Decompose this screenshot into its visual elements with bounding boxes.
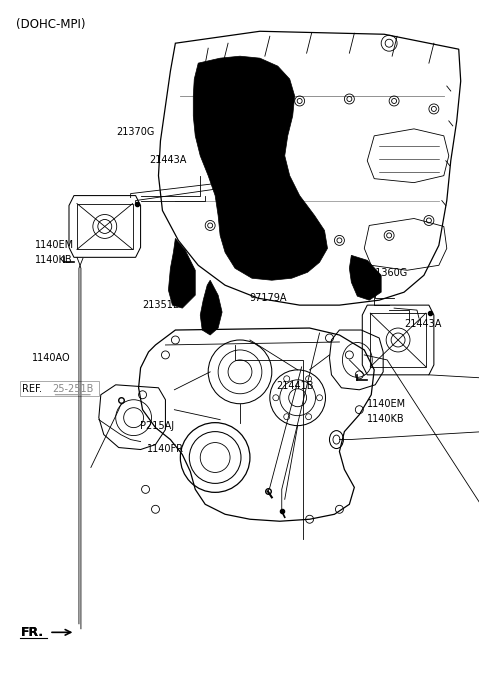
Text: 1140FR: 1140FR	[147, 444, 184, 454]
Polygon shape	[168, 239, 195, 308]
Text: 1140AO: 1140AO	[33, 353, 71, 363]
Bar	[77, 204, 132, 249]
Text: 21360G: 21360G	[369, 268, 407, 278]
Text: FR.: FR.	[21, 626, 44, 639]
Text: REF.: REF.	[22, 384, 42, 394]
Text: 21441B: 21441B	[276, 381, 313, 391]
Text: 97179A: 97179A	[250, 293, 287, 303]
Text: 21443A: 21443A	[405, 319, 442, 329]
Text: 1140EM: 1140EM	[35, 240, 74, 250]
Text: 21443A: 21443A	[149, 156, 187, 166]
Text: (DOHC-MPI): (DOHC-MPI)	[16, 18, 85, 32]
Text: 1140KB: 1140KB	[366, 414, 404, 424]
Text: 1140EM: 1140EM	[366, 399, 406, 409]
Text: 1140KB: 1140KB	[35, 255, 72, 265]
Bar	[370, 313, 426, 367]
Bar	[21, 381, 99, 396]
Polygon shape	[193, 56, 327, 280]
Text: P215AJ: P215AJ	[140, 421, 174, 431]
Text: 21370G: 21370G	[116, 127, 154, 137]
Polygon shape	[349, 255, 381, 300]
Text: 25-251B: 25-251B	[52, 384, 94, 394]
Text: 21351E: 21351E	[142, 301, 179, 311]
Text: FR.: FR.	[21, 626, 44, 639]
Polygon shape	[200, 280, 222, 335]
